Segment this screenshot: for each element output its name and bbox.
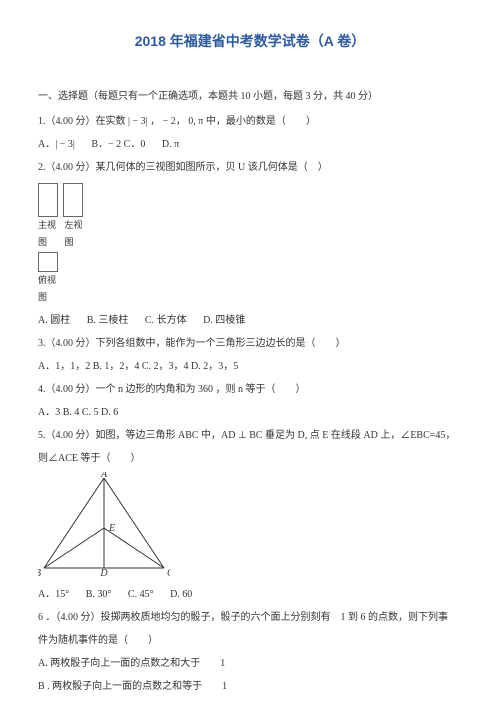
front-view-box <box>38 183 58 217</box>
q3-opts-line: A．1，1，2 B. 1，2，4 C. 2，3，4 D. 2，3，5 <box>38 357 238 376</box>
q2-opt-c: C. 长方体 <box>145 311 187 330</box>
top-view-label: 俯视图 <box>38 272 62 306</box>
question-4-stem: 4.（4.00 分）一个 n 边形的内角和为 360 ，则 n 等于（ ） <box>38 380 462 399</box>
q1-opt-d: D. π <box>162 135 179 154</box>
question-1-stem: 1.（4.00 分）在实数 | − 3| ， − 2， 0, π 中，最小的数是… <box>38 112 462 131</box>
q5-opt-d: D. 60 <box>170 585 192 604</box>
svg-text:E: E <box>108 523 115 534</box>
q6-opt-a: A. 两枚骰子向上一面的点数之和大于 1 <box>38 654 462 673</box>
question-6-stem-1: 6 ．（4.00 分）投掷两枚质地均匀的骰子，骰子的六个面上分别刻有 1 到 6… <box>38 608 462 627</box>
q5-opt-c: C. 45° <box>128 585 154 604</box>
question-1-options: A．| − 3| B．− 2 C．0 D. π <box>38 135 462 154</box>
question-3-options: A．1，1，2 B. 1，2，4 C. 2，3，4 D. 2，3，5 <box>38 357 462 376</box>
q2-opt-a: A. 圆柱 <box>38 311 70 330</box>
q5-opt-a: A．15° <box>38 585 69 604</box>
question-2-options: A. 圆柱 B. 三棱柱 C. 长方体 D. 四棱锥 <box>38 311 462 330</box>
page-title: 2018 年福建省中考数学试卷（A 卷） <box>38 28 462 55</box>
side-view-box <box>63 183 83 217</box>
svg-text:B: B <box>38 568 41 576</box>
question-2-stem: 2.（4.00 分）某几何体的三视图如图所示，贝 U 该几何体是（ ） <box>38 158 462 177</box>
q5-opt-b: B. 30° <box>86 585 112 604</box>
svg-text:A: A <box>100 472 108 480</box>
q2-opt-d: D. 四棱锥 <box>203 311 245 330</box>
side-view-label: 左视图 <box>65 217 89 251</box>
section-heading: 一、选择题（每题只有一个正确选项，本题共 10 小题，每题 3 分，共 40 分… <box>38 87 462 106</box>
question-4-options: A．3 B. 4 C. 5 D. 6 <box>38 403 462 422</box>
triangle-figure: A B C D E <box>38 472 462 583</box>
svg-text:D: D <box>99 568 108 576</box>
question-3-stem: 3.（4.00 分）下列各组数中，能作为一个三角形三边边长的是（ ） <box>38 334 462 353</box>
front-view-label: 主视图 <box>38 217 62 251</box>
question-5-stem-2: 则∠ACE 等于（ ） <box>38 449 462 468</box>
question-6-stem-2: 件为随机事件的是（ ） <box>38 631 462 650</box>
question-5-options: A．15° B. 30° C. 45° D. 60 <box>38 585 462 604</box>
q2-opt-b: B. 三棱柱 <box>87 311 129 330</box>
top-view-box <box>38 252 58 272</box>
q4-opts-line: A．3 B. 4 C. 5 D. 6 <box>38 403 118 422</box>
q6-opt-b: B . 两枚骰子向上一面的点数之和等于 1 <box>38 677 462 696</box>
q1-opt-bc: B．− 2 C．0 <box>91 135 145 154</box>
question-5-stem-1: 5.（4.00 分）如图，等边三角形 ABC 中，AD ⊥ BC 垂足为 D, … <box>38 426 462 445</box>
triangle-svg: A B C D E <box>38 472 170 576</box>
svg-text:C: C <box>167 568 170 576</box>
three-views-figure: 主视图 左视图 俯视图 <box>38 183 462 307</box>
q1-opt-a: A．| − 3| <box>38 135 75 154</box>
